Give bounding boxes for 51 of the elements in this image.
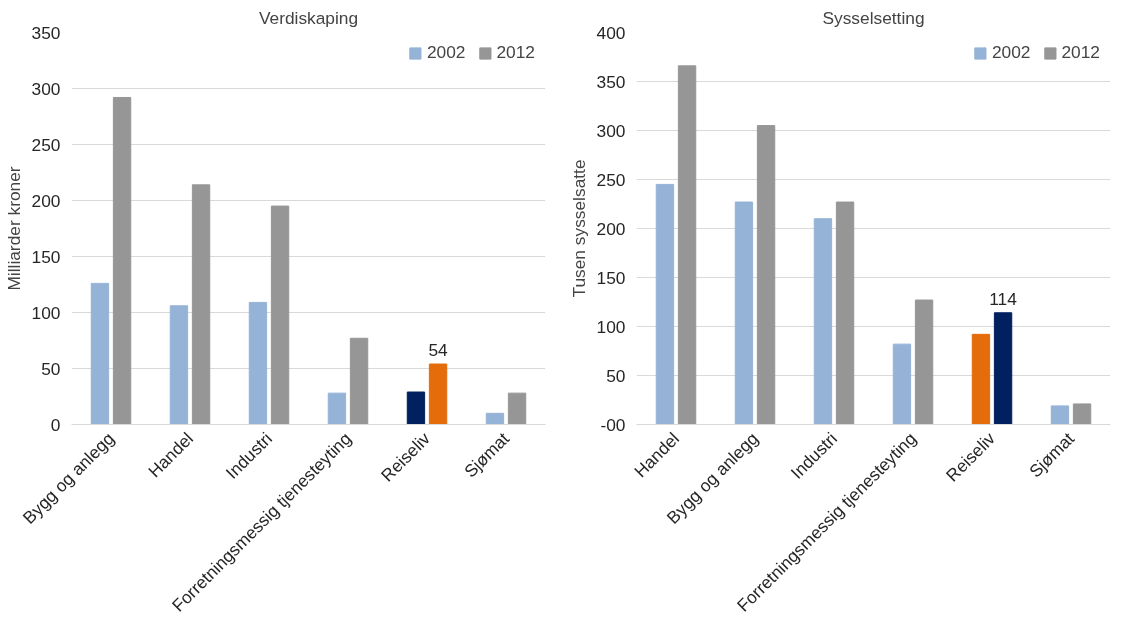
bar bbox=[507, 392, 527, 425]
bar bbox=[191, 184, 211, 425]
y-tick-label: 150 bbox=[31, 246, 61, 267]
bar bbox=[734, 201, 754, 425]
y-tick-label: 100 bbox=[596, 316, 626, 337]
y-tick-label: 100 bbox=[31, 302, 61, 323]
chart-title: Sysselsetting bbox=[822, 7, 925, 28]
bar bbox=[406, 391, 426, 425]
y-tick-label: 200 bbox=[31, 190, 61, 211]
y-tick-label: 50 bbox=[41, 358, 61, 379]
y-tick-label: 0 bbox=[50, 414, 61, 435]
bar bbox=[655, 183, 675, 425]
y-tick-label: 350 bbox=[31, 22, 61, 43]
y-tick-label: 300 bbox=[31, 78, 61, 99]
bar bbox=[971, 333, 991, 425]
y-tick-label: 300 bbox=[596, 120, 626, 141]
bar bbox=[169, 305, 189, 425]
bar bbox=[90, 282, 110, 425]
bar bbox=[485, 412, 505, 425]
y-tick-label: -00 bbox=[600, 414, 626, 435]
bar bbox=[892, 343, 912, 425]
bar bbox=[1072, 403, 1092, 425]
legend-label: 2002 bbox=[991, 42, 1031, 63]
bar bbox=[349, 337, 369, 425]
y-tick-label: 200 bbox=[596, 218, 626, 239]
y-axis-title: Milliarder kroner bbox=[3, 166, 24, 291]
y-axis-title: Tusen sysselsatte bbox=[568, 159, 589, 298]
bar bbox=[756, 125, 776, 425]
y-tick-label: 50 bbox=[606, 365, 626, 386]
bar bbox=[428, 363, 448, 425]
bar bbox=[993, 312, 1013, 425]
y-tick-label: 250 bbox=[596, 169, 626, 190]
data-label: 54 bbox=[428, 340, 449, 361]
bar bbox=[677, 65, 697, 425]
bar bbox=[327, 392, 347, 425]
bar bbox=[1050, 405, 1070, 425]
bar bbox=[270, 205, 290, 425]
legend-label: 2002 bbox=[426, 42, 466, 63]
bar bbox=[914, 299, 934, 425]
bar bbox=[835, 201, 855, 425]
data-label: 114 bbox=[989, 288, 1018, 309]
bar bbox=[248, 301, 268, 425]
chart-title: Verdiskaping bbox=[258, 7, 359, 28]
y-tick-label: 400 bbox=[596, 22, 626, 43]
legend-label: 2012 bbox=[496, 42, 535, 63]
y-tick-label: 350 bbox=[596, 71, 626, 92]
bar bbox=[813, 218, 833, 425]
legend-label: 2012 bbox=[1061, 42, 1100, 63]
bar bbox=[112, 96, 132, 425]
y-tick-label: 150 bbox=[596, 267, 626, 288]
y-tick-label: 250 bbox=[31, 134, 61, 155]
